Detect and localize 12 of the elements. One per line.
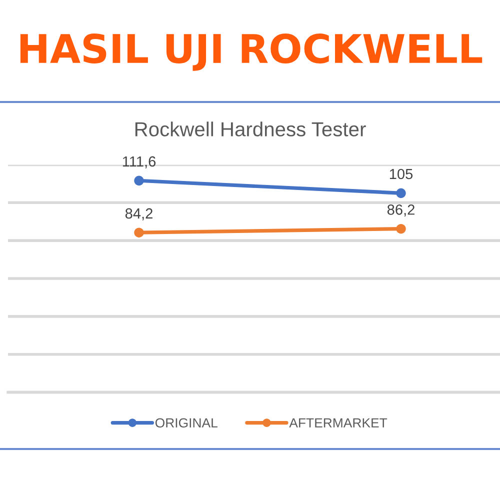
- chart-title: HASIL UJI ROCKWELL: [20, 34, 482, 71]
- data-label: 84,2: [125, 208, 152, 220]
- point: [134, 228, 144, 238]
- point: [396, 188, 406, 198]
- data-label: 105: [390, 168, 413, 180]
- data-label: 111,6: [122, 156, 156, 168]
- point: [134, 176, 144, 186]
- chart-subtitle: Rockwell Hardness Tester: [135, 122, 366, 136]
- legend-label: AFTERMARKET: [289, 418, 388, 428]
- data-label: 86,2: [387, 204, 414, 217]
- legend-label: ORIGINAL: [155, 418, 218, 428]
- point: [396, 224, 406, 234]
